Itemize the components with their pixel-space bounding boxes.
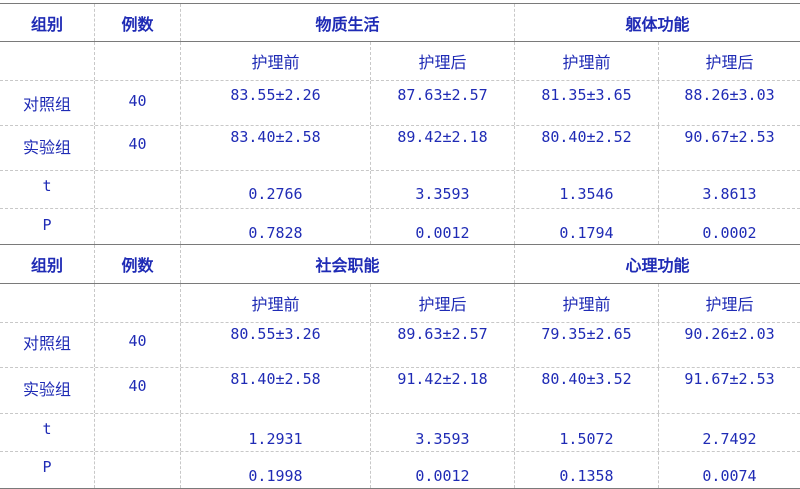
subheader-after: 护理后 <box>658 284 800 322</box>
table-cell: 87.63±2.57 <box>370 81 514 125</box>
col-header-psychological-function: 心理功能 <box>514 245 800 283</box>
subheader-after: 护理后 <box>370 42 514 80</box>
table-cell: 91.67±2.53 <box>658 368 800 413</box>
col-header-physical-function: 躯体功能 <box>514 4 800 41</box>
row-count: 40 <box>94 368 180 413</box>
row-label: 实验组 <box>22 380 71 399</box>
table-cell: 89.42±2.18 <box>370 126 514 170</box>
row-label: t <box>42 420 52 438</box>
table-cell: 79.35±2.65 <box>514 323 658 367</box>
table-cell: 1.2931 <box>180 414 370 451</box>
row-label: P <box>42 216 52 234</box>
table-cell: 80.55±3.26 <box>180 323 370 367</box>
row-label: P <box>42 458 52 476</box>
table-cell: 83.55±2.26 <box>180 81 370 125</box>
table-cell: 0.1358 <box>514 452 658 488</box>
table-1: 组别 例数 物质生活 躯体功能 护理前 护理后 护理前 护理后 对照组 40 8… <box>0 0 800 245</box>
col-header-group: 组别 <box>30 14 63 34</box>
table-row: 对照组 40 83.55±2.26 87.63±2.57 81.35±3.65 … <box>0 81 800 125</box>
col-header-material-life: 物质生活 <box>180 4 514 41</box>
subheader-before: 护理前 <box>180 284 370 322</box>
table-cell: 90.67±2.53 <box>658 126 800 170</box>
subheader-after: 护理后 <box>658 42 800 80</box>
table-row: 实验组 40 81.40±2.58 91.42±2.18 80.40±3.52 … <box>0 368 800 413</box>
table-cell: 0.1794 <box>514 209 658 244</box>
table-row: 实验组 40 83.40±2.58 89.42±2.18 80.40±2.52 … <box>0 126 800 170</box>
col-header-social-function: 社会职能 <box>180 245 514 283</box>
subheader-after: 护理后 <box>370 284 514 322</box>
row-label: 实验组 <box>22 138 71 157</box>
table-cell: 83.40±2.58 <box>180 126 370 170</box>
table-cell: 3.8613 <box>658 171 800 208</box>
subheader-before: 护理前 <box>514 42 658 80</box>
table-cell: 91.42±2.18 <box>370 368 514 413</box>
table-cell: 0.0012 <box>370 452 514 488</box>
table-row: t 1.2931 3.3593 1.5072 2.7492 <box>0 414 800 451</box>
table-cell: 81.40±2.58 <box>180 368 370 413</box>
row-label: t <box>42 177 52 195</box>
table-1-header-row: 组别 例数 物质生活 躯体功能 <box>0 4 800 41</box>
table-cell: 88.26±3.03 <box>658 81 800 125</box>
table-1-subheader-row: 护理前 护理后 护理前 护理后 <box>0 42 800 80</box>
table-cell: 0.0002 <box>658 209 800 244</box>
table-cell: 89.63±2.57 <box>370 323 514 367</box>
table-cell: 0.7828 <box>180 209 370 244</box>
table-cell: 1.3546 <box>514 171 658 208</box>
table-cell: 3.3593 <box>370 171 514 208</box>
col-header-count: 例数 <box>94 4 180 41</box>
row-count: 40 <box>94 323 180 367</box>
col-header-count: 例数 <box>94 245 180 283</box>
table-2-header-row: 组别 例数 社会职能 心理功能 <box>0 245 800 283</box>
table-2-subheader-row: 护理前 护理后 护理前 护理后 <box>0 284 800 322</box>
row-count: 40 <box>94 126 180 170</box>
row-label: 对照组 <box>22 334 71 353</box>
col-header-group: 组别 <box>30 256 63 275</box>
table-cell: 2.7492 <box>658 414 800 451</box>
table-cell: 3.3593 <box>370 414 514 451</box>
table-cell: 0.0012 <box>370 209 514 244</box>
table-cell: 0.2766 <box>180 171 370 208</box>
table-cell: 81.35±3.65 <box>514 81 658 125</box>
table-row: 对照组 40 80.55±3.26 89.63±2.57 79.35±2.65 … <box>0 323 800 367</box>
subheader-before: 护理前 <box>180 42 370 80</box>
table-row: t 0.2766 3.3593 1.3546 3.8613 <box>0 171 800 208</box>
table-cell: 80.40±2.52 <box>514 126 658 170</box>
table-cell: 90.26±2.03 <box>658 323 800 367</box>
table-cell: 80.40±3.52 <box>514 368 658 413</box>
table-row: P 0.7828 0.0012 0.1794 0.0002 <box>0 209 800 244</box>
table-cell: 1.5072 <box>514 414 658 451</box>
table-2: 组别 例数 社会职能 心理功能 护理前 护理后 护理前 护理后 对照组 40 8… <box>0 245 800 489</box>
table-row: P 0.1998 0.0012 0.1358 0.0074 <box>0 452 800 488</box>
row-label: 对照组 <box>22 95 71 114</box>
subheader-before: 护理前 <box>514 284 658 322</box>
row-count: 40 <box>94 81 180 125</box>
table-cell: 0.0074 <box>658 452 800 488</box>
table-cell: 0.1998 <box>180 452 370 488</box>
